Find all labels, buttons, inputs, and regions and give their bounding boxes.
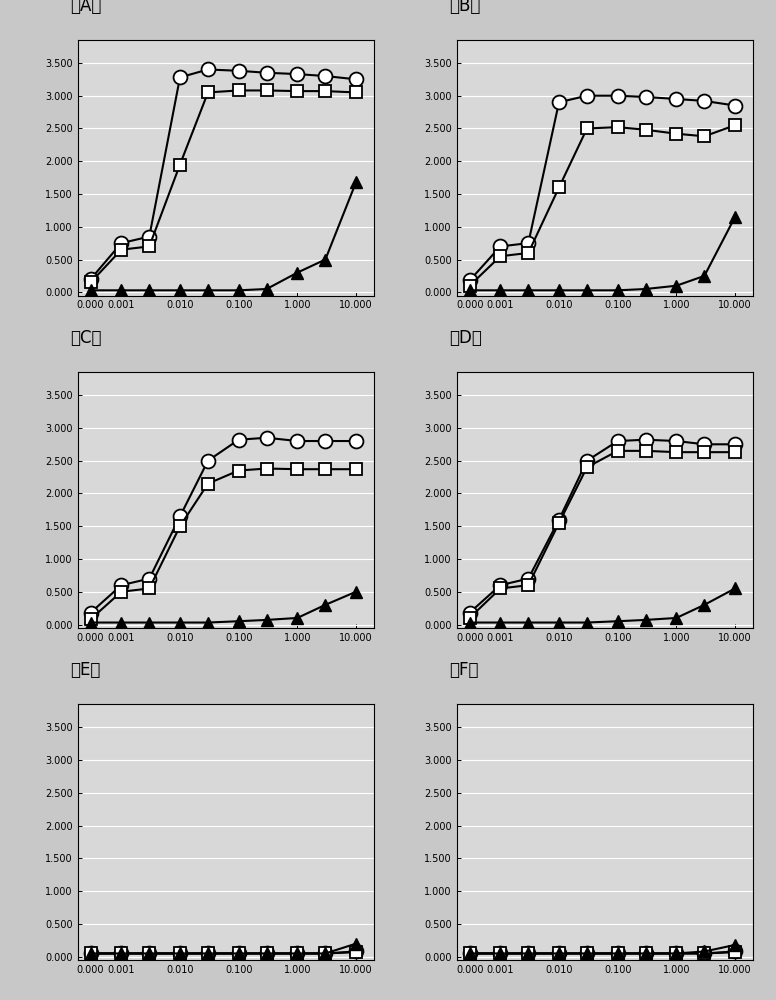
Text: （D）: （D） bbox=[449, 329, 483, 347]
Text: （E）: （E） bbox=[71, 661, 101, 679]
Text: （B）: （B） bbox=[449, 0, 481, 15]
Text: （F）: （F） bbox=[449, 661, 479, 679]
Text: （A）: （A） bbox=[71, 0, 102, 15]
Text: （C）: （C） bbox=[71, 329, 102, 347]
